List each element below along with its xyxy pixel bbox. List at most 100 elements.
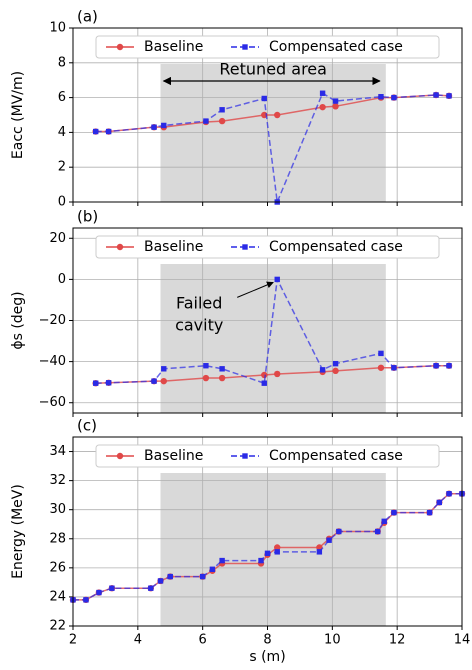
compensated-marker [332, 98, 339, 104]
legend-label: Compensated case [269, 39, 403, 55]
x-tick-label: 6 [199, 633, 207, 648]
compensated-marker [105, 128, 112, 135]
legend-marker [116, 452, 124, 460]
legend-box [95, 235, 440, 259]
legend-marker [242, 44, 248, 50]
baseline-marker [202, 374, 210, 382]
compensated-marker [167, 573, 173, 580]
compensated-marker [391, 365, 397, 371]
legend-label: Baseline [144, 39, 203, 55]
compensated-marker [157, 578, 164, 584]
shaded-region [160, 64, 386, 202]
compensated-marker [391, 94, 397, 101]
annotation: Failed cavity [175, 293, 223, 334]
compensated-marker [151, 378, 157, 384]
compensated-marker [199, 573, 206, 580]
y-tick-label: −60 [39, 395, 66, 410]
x-tick-label: 14 [454, 633, 471, 648]
panel-label: (a) [77, 8, 98, 26]
y-tick-label: 28 [49, 531, 66, 546]
compensated-marker [378, 94, 384, 100]
compensated-marker [274, 276, 280, 283]
plot-frame [72, 27, 463, 203]
compensated-marker [148, 585, 154, 591]
annotation-arrow [237, 281, 274, 298]
baseline-marker [274, 370, 281, 378]
y-tick-label: 34 [49, 444, 66, 459]
shaded-region [160, 473, 386, 626]
baseline-marker [218, 117, 226, 125]
y-tick-label: 0 [58, 272, 66, 287]
y-tick-label: 2 [58, 160, 66, 175]
plot-frame [72, 227, 463, 414]
compensated-marker [219, 557, 225, 564]
legend-marker [242, 244, 248, 250]
compensated-marker [375, 528, 381, 535]
shaded-region [160, 264, 386, 413]
y-tick-label: 0 [58, 195, 66, 210]
baseline-marker [160, 377, 167, 385]
compensated-marker [92, 380, 99, 386]
legend-label: Baseline [144, 239, 203, 255]
x-tick-label: 10 [324, 633, 341, 648]
y-tick-label: 24 [49, 589, 66, 604]
compensated-marker [319, 90, 326, 96]
compensated-marker [219, 107, 225, 113]
compensated-marker [161, 122, 167, 129]
compensated-marker [326, 537, 332, 543]
y-axis-label: Eacc (MV/m) [10, 71, 26, 159]
x-axis-label: s (m) [249, 649, 285, 665]
compensated-marker [274, 549, 280, 555]
baseline-marker [218, 374, 226, 382]
y-tick-label: 10 [49, 21, 66, 36]
compensated-marker [258, 557, 264, 564]
x-tick-label: 4 [134, 633, 142, 648]
compensated-marker [336, 528, 342, 535]
compensated-marker [92, 128, 99, 135]
baseline-marker [332, 367, 339, 375]
compensated-marker [391, 509, 397, 516]
legend-label: Compensated case [269, 448, 403, 464]
x-tick-label: 12 [389, 633, 406, 648]
y-tick-label: 4 [58, 125, 66, 140]
compensated-marker [446, 491, 452, 497]
y-tick-label: 30 [49, 502, 66, 517]
compensated-marker [203, 363, 209, 369]
compensated-marker [151, 124, 157, 130]
y-tick-label: 32 [49, 473, 66, 488]
compensated-marker [319, 367, 326, 373]
annotation: Retuned area [219, 60, 327, 79]
compensated-marker [446, 363, 452, 369]
y-axis-label: Energy (MeV) [10, 484, 26, 579]
compensated-marker [209, 566, 216, 572]
x-tick-label: 2 [69, 633, 77, 648]
compensated-marker [219, 366, 225, 372]
legend-marker [242, 453, 248, 459]
plot-frame [72, 436, 463, 627]
compensated-marker [105, 380, 112, 386]
panel-label: (b) [77, 208, 98, 226]
legend-box [95, 35, 440, 59]
compensated-marker [264, 550, 271, 557]
compensated-marker [433, 363, 439, 369]
compensated-marker [433, 92, 439, 98]
y-tick-label: −40 [39, 354, 66, 369]
legend-label: Compensated case [269, 239, 403, 255]
legend-box [95, 444, 440, 468]
panel-label: (c) [77, 417, 97, 435]
compensated-marker [96, 589, 102, 596]
compensated-marker [161, 366, 167, 372]
compensated-marker [426, 509, 433, 516]
y-tick-label: 26 [49, 560, 66, 575]
baseline-marker [274, 544, 281, 551]
y-axis-label: ϕs (deg) [10, 291, 26, 349]
legend-marker [116, 43, 124, 51]
y-tick-label: 20 [49, 231, 66, 246]
compensated-marker [203, 118, 209, 124]
baseline-marker [319, 103, 326, 111]
baseline-marker [261, 371, 268, 379]
compensated-marker [378, 350, 384, 357]
x-tick-label: 8 [263, 633, 271, 648]
compensated-marker [436, 499, 443, 506]
baseline-marker [332, 103, 339, 110]
